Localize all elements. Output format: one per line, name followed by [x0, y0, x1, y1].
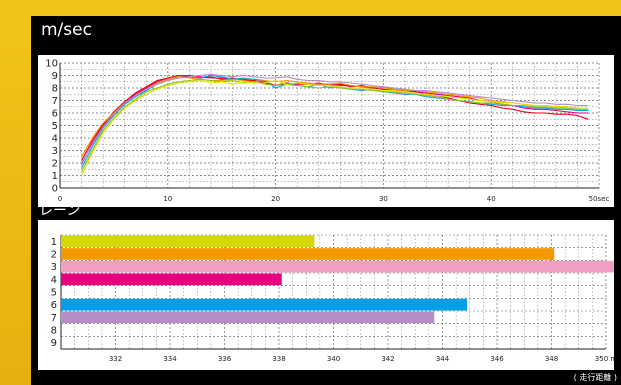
x-tick-label: 30	[379, 195, 388, 203]
y-tick-label: 10	[45, 59, 58, 70]
lane-bar-3	[61, 260, 614, 273]
distance-note: ( 走行距離 )	[573, 373, 617, 382]
x-tick-label: 10	[163, 195, 172, 203]
y-tick-label: 1	[52, 171, 58, 182]
lane-chart-title: レーン	[39, 203, 81, 219]
y-tick-label: 2	[52, 159, 58, 170]
x-tick-label: 344	[436, 355, 450, 363]
lane-bar-1	[61, 235, 315, 248]
x-tick-label: 348	[545, 355, 558, 363]
lane-label: 5	[51, 288, 57, 299]
lane-bar-6	[61, 298, 468, 311]
lane-label: 9	[51, 338, 57, 349]
y-tick-label: 3	[52, 146, 58, 157]
lane-chart-panel: 1 2 3 4 5 6 7 8 9 332 334 336 338 340 342 344 346 348 350 …	[38, 220, 617, 370]
y-tick-label: 4	[52, 134, 58, 145]
y-tick-label: 6	[52, 109, 58, 120]
x-tick-label: 340	[327, 355, 340, 363]
x-tick-label: 50sec	[589, 195, 610, 203]
y-tick-label: 7	[52, 96, 58, 107]
lane-label: 3	[51, 262, 57, 273]
speed-chart-panel: 0 1 2 3 4 5 6 7 8 9 10 0 10 20 30 40 50sec	[38, 55, 614, 207]
x-tick-label: 20	[271, 195, 280, 203]
y-tick-label: 9	[52, 71, 58, 82]
lane-label: 6	[51, 300, 57, 311]
series-line-7	[81, 73, 589, 164]
lane-bar-4	[61, 273, 282, 286]
x-tick-label: 334	[163, 355, 177, 363]
x-tick-label: 346	[490, 355, 504, 363]
lane-bar-7	[61, 311, 435, 324]
y-tick-label: 8	[52, 84, 58, 95]
y-tick-label: 5	[52, 121, 58, 132]
x-tick-label: 338	[272, 355, 285, 363]
series-line-5	[81, 78, 589, 173]
series-line-2	[81, 74, 589, 161]
series-line-6	[81, 79, 589, 176]
x-tick-label: 336	[218, 355, 232, 363]
x-tick-label: 40	[487, 195, 496, 203]
lane-label: 8	[51, 326, 57, 337]
y-tick-label: 0	[52, 184, 58, 195]
lane-label: 4	[51, 275, 57, 286]
x-tick-label: 0	[58, 195, 62, 203]
lane-label: 2	[51, 250, 57, 261]
lane-label: 1	[51, 237, 57, 248]
x-tick-label: 342	[381, 355, 394, 363]
lane-label: 7	[51, 313, 57, 324]
x-tick-label: 332	[109, 355, 122, 363]
series-line-4	[81, 76, 589, 158]
lane-bar-chart: 1 23 4 56 7 89 332 334 336 338 340 342 344 346 348 350 …	[51, 234, 617, 363]
lane-bar-2	[61, 248, 555, 260]
speed-chart-title: m/sec	[41, 20, 92, 40]
x-tick-label: 350 m	[595, 355, 614, 363]
